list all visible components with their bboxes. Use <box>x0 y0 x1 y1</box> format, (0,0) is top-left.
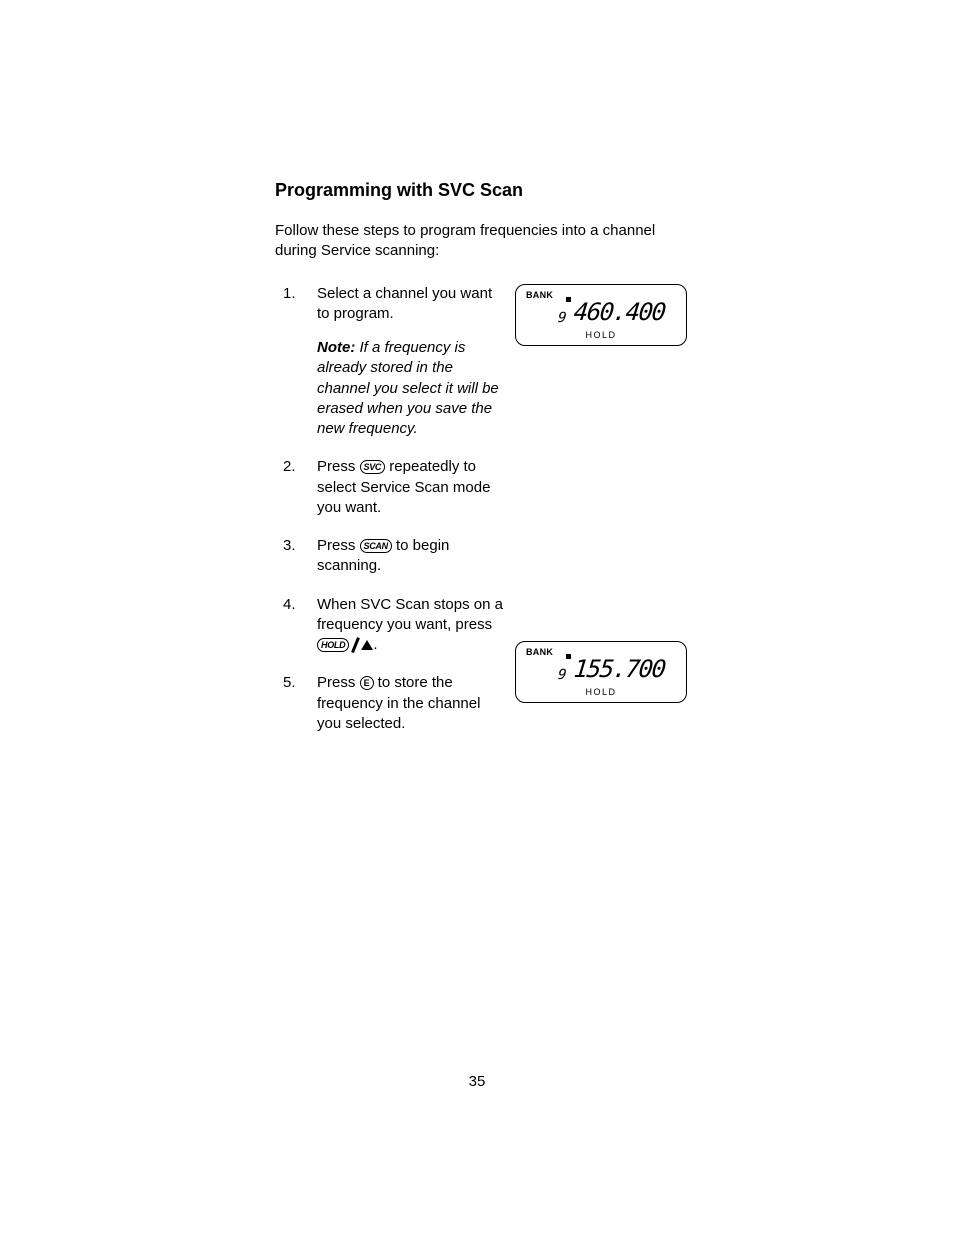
bank-label: BANK <box>526 290 553 300</box>
hold-indicator: HOLD <box>585 330 616 340</box>
page-content: Programming with SVC Scan Follow these s… <box>0 0 954 752</box>
slash-icon <box>349 638 361 652</box>
step-text: Select a channel you want to program. <box>317 285 492 322</box>
step-post: . <box>373 636 377 653</box>
bank-label: BANK <box>526 647 553 657</box>
step-pre: Press <box>317 458 360 475</box>
frequency-value: 460.400 <box>573 298 667 326</box>
channel-number: 9 <box>557 310 566 326</box>
step-4: When SVC Scan stops on a frequency you w… <box>275 595 505 656</box>
bank-marker-icon <box>566 297 571 302</box>
lcd-display-1: BANK 9 460.400 HOLD <box>515 284 687 346</box>
intro-paragraph: Follow these steps to program frequencie… <box>275 221 684 262</box>
step-1: Select a channel you want to program. No… <box>275 284 505 440</box>
note-label: Note: <box>317 339 355 356</box>
frequency-value: 155.700 <box>573 655 667 683</box>
svc-key-icon: SVC <box>360 460 386 474</box>
scan-key-icon: SCAN <box>360 539 392 553</box>
hold-key-icon: HOLD <box>317 638 349 652</box>
page-number: 35 <box>0 1073 954 1090</box>
up-arrow-icon <box>361 640 373 650</box>
step-line1: When SVC Scan stops on a frequency you w… <box>317 596 503 633</box>
step-2: Press SVC repeatedly to select Service S… <box>275 457 505 518</box>
channel-number: 9 <box>557 667 566 683</box>
note-block: Note: If a frequency is already stored i… <box>317 338 505 439</box>
step-5: Press E to store the frequency in the ch… <box>275 673 505 734</box>
step-3: Press SCAN to begin scanning. <box>275 536 505 577</box>
lcd-display-2: BANK 9 155.700 HOLD <box>515 641 687 703</box>
steps-list: Select a channel you want to program. No… <box>275 284 505 735</box>
content-row: Select a channel you want to program. No… <box>275 284 684 753</box>
hold-indicator: HOLD <box>585 687 616 697</box>
steps-column: Select a channel you want to program. No… <box>275 284 505 753</box>
step-pre: Press <box>317 537 360 554</box>
display-column: BANK 9 460.400 HOLD BANK 9 155.700 HOLD <box>505 284 687 703</box>
bank-marker-icon <box>566 654 571 659</box>
section-heading: Programming with SVC Scan <box>275 180 684 201</box>
e-key-icon: E <box>360 676 374 690</box>
step-pre: Press <box>317 674 360 691</box>
